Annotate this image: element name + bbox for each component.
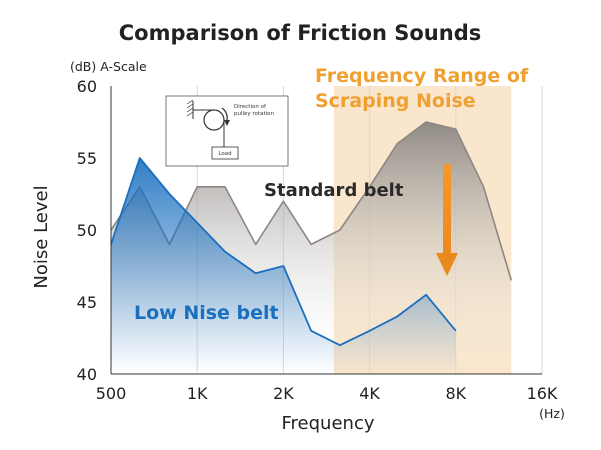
y-tick-label: 50 — [77, 221, 97, 240]
y-tick-label: 40 — [77, 365, 97, 384]
series-line-1 — [110, 157, 457, 347]
y-tick-label: 60 — [77, 77, 97, 96]
x-axis-unit: (Hz) — [539, 406, 565, 421]
x-axis-label: Frequency — [282, 413, 375, 434]
chart-title: Comparison of Friction Sounds — [119, 21, 481, 45]
x-tick-label: 500 — [96, 384, 127, 403]
y-axis-label: Noise Level — [31, 185, 52, 288]
x-tick-label: 8K — [445, 384, 466, 403]
y-tick-label: 45 — [77, 293, 97, 312]
y-tick-label: 55 — [77, 149, 97, 168]
series-area-layer — [110, 121, 513, 374]
axis-layer: 40 45 50 55 60 500 1K 2K 4K 8K 16K — [77, 77, 558, 403]
x-tick-label: 1K — [187, 384, 208, 403]
x-tick-label: 16K — [527, 384, 558, 403]
pulley-inset-diagram: Direction of pulley rotation Load — [165, 95, 289, 167]
standard-belt-label: Standard belt — [264, 180, 404, 201]
x-tick-label: 4K — [359, 384, 380, 403]
inset-load-text: Load — [218, 151, 231, 157]
decrease-arrow — [436, 164, 458, 276]
y-axis-unit: (dB) A-Scale — [70, 59, 147, 74]
x-tick-label: 2K — [273, 384, 294, 403]
band-label-line2: Scraping Noise — [315, 90, 476, 112]
band-label-line1: Frequency Range of — [315, 65, 529, 87]
inset-pulley-text: pulley rotation — [234, 111, 275, 117]
low-noise-belt-label: Low Nise belt — [134, 302, 279, 324]
inset-direction-text: Direction of — [234, 104, 267, 110]
